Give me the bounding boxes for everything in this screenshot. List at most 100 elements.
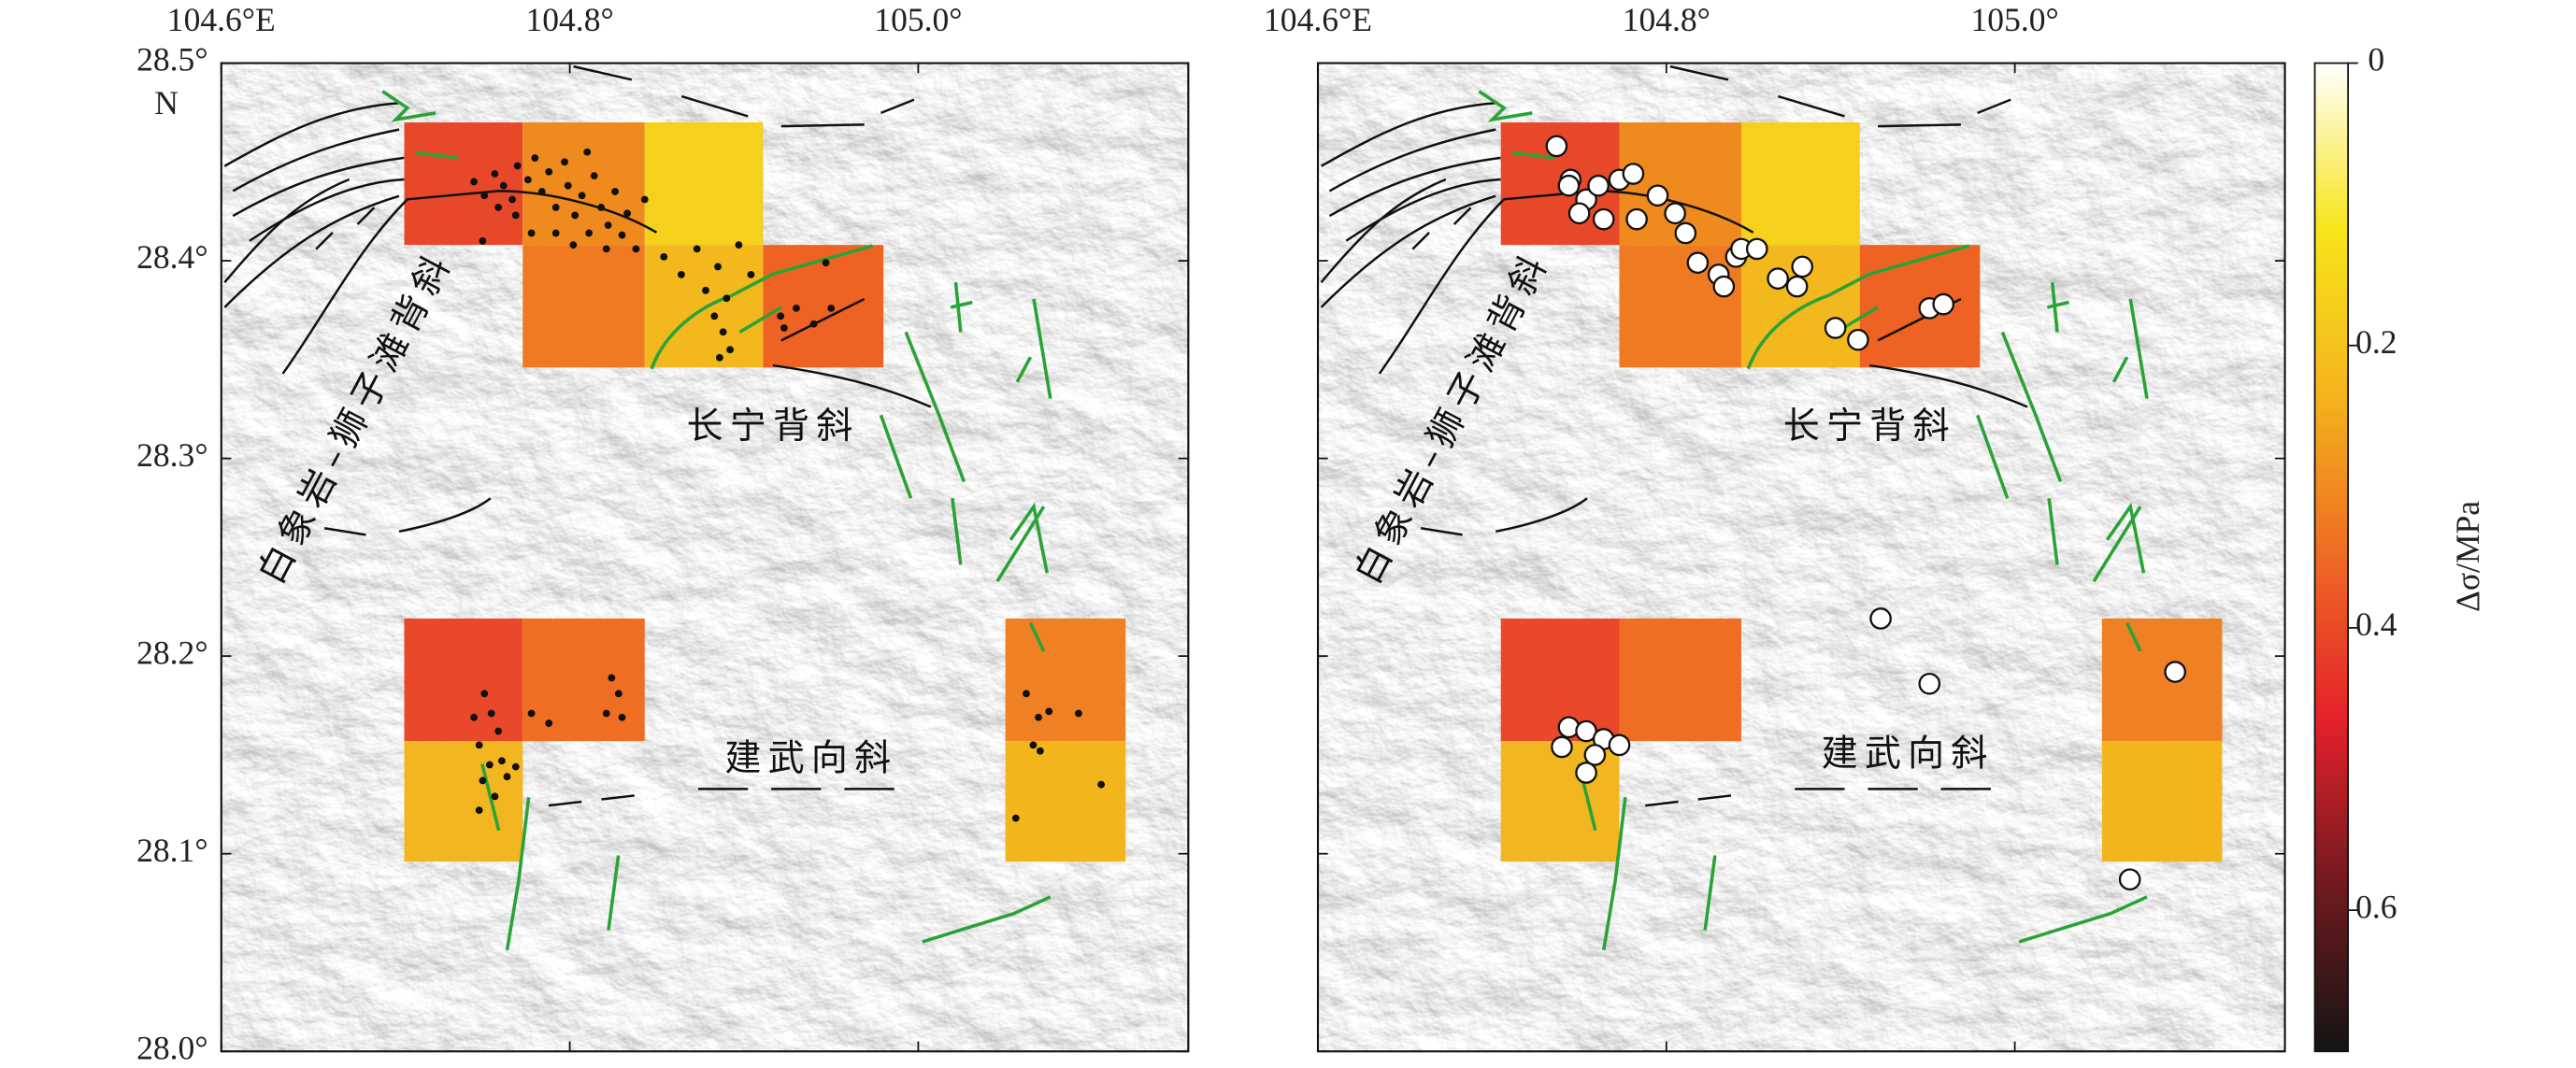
- event: [2118, 868, 2141, 891]
- events: [1545, 135, 2186, 891]
- event: [527, 709, 536, 718]
- event: [614, 690, 623, 698]
- event: [1097, 780, 1106, 789]
- event: [569, 241, 578, 249]
- map-left: [221, 63, 1189, 1052]
- event: [1767, 267, 1789, 290]
- x-tick-label: 105.0°: [874, 1, 962, 38]
- event: [578, 192, 586, 200]
- event: [1646, 184, 1669, 207]
- stress-cell: [1005, 618, 1126, 742]
- map-label: 建武向斜: [1822, 733, 1995, 775]
- y-tick-label: 28.3°: [136, 436, 208, 474]
- event: [723, 294, 731, 303]
- x-tick-label: 104.8°: [1623, 1, 1710, 38]
- event: [585, 229, 594, 237]
- event: [499, 181, 508, 190]
- y-tick-label: 28.4°: [136, 238, 208, 276]
- event: [1785, 275, 1809, 298]
- event: [1045, 707, 1053, 716]
- colorbar-tick-label: 0.2: [2355, 323, 2397, 361]
- event: [1712, 275, 1736, 298]
- events: [470, 148, 1106, 822]
- north-label: N: [154, 84, 179, 121]
- event: [475, 806, 483, 815]
- event: [511, 762, 520, 771]
- colorbar-tick-label: 0.4: [2355, 605, 2397, 643]
- map-label: 长宁背斜: [1783, 406, 1956, 448]
- event: [602, 245, 610, 253]
- event: [513, 162, 522, 170]
- event: [1847, 328, 1869, 351]
- event: [1545, 135, 1568, 158]
- map-right: [1317, 63, 2285, 1052]
- event: [508, 195, 516, 204]
- colorbar-scale: [2313, 62, 2350, 1053]
- event: [827, 304, 836, 312]
- event: [511, 211, 520, 220]
- event: [497, 757, 506, 765]
- event: [494, 727, 503, 735]
- event: [618, 231, 626, 239]
- event: [1023, 690, 1030, 698]
- event: [1592, 207, 1615, 231]
- event: [1674, 221, 1697, 245]
- event: [608, 674, 616, 682]
- y-tick-label: 28.5°: [136, 41, 208, 78]
- event: [561, 158, 568, 166]
- event: [693, 245, 701, 253]
- frame: [220, 62, 1190, 1053]
- event: [660, 252, 668, 261]
- event: [822, 259, 830, 267]
- event: [523, 176, 532, 184]
- event: [719, 328, 727, 336]
- event: [623, 209, 632, 218]
- event: [714, 263, 722, 271]
- event: [480, 192, 489, 200]
- cells: [404, 122, 1126, 862]
- event: [726, 346, 735, 354]
- event: [1745, 237, 1768, 261]
- event: [2164, 661, 2186, 683]
- x-tick-label: 105.0°: [1971, 1, 2059, 38]
- event: [1791, 255, 1814, 278]
- event: [1608, 733, 1631, 757]
- event: [702, 286, 709, 294]
- event: [597, 204, 606, 211]
- event: [1686, 251, 1710, 275]
- event: [1869, 607, 1892, 630]
- colorbar-label: Δσ/MPa: [2449, 501, 2486, 612]
- stress-cell: [1740, 122, 1860, 246]
- stress-cell: [2101, 741, 2223, 862]
- event: [780, 324, 788, 332]
- event: [571, 211, 580, 220]
- stress-cell: [522, 618, 645, 742]
- y-tick-label: 28.2°: [136, 634, 208, 671]
- event: [494, 204, 503, 211]
- event: [479, 237, 487, 245]
- stress-cell: [1005, 741, 1126, 862]
- event: [527, 229, 536, 237]
- event: [1567, 202, 1591, 225]
- event: [491, 792, 499, 801]
- event: [545, 167, 553, 176]
- x-tick-label: 104.6°E: [1264, 1, 1372, 38]
- event: [1932, 292, 1955, 316]
- event: [1587, 174, 1610, 197]
- stress-cell: [763, 245, 884, 368]
- stress-cell: [2101, 618, 2223, 742]
- event: [564, 181, 572, 190]
- event: [475, 741, 483, 749]
- colorbar: Δσ/MPa 0 0.2 0.4 0.6: [2313, 41, 2486, 1053]
- event: [1824, 317, 1847, 339]
- event: [1551, 735, 1573, 759]
- event: [479, 776, 487, 785]
- x-tick-label: 104.8°: [525, 1, 613, 38]
- event: [618, 713, 626, 721]
- event: [1664, 202, 1686, 225]
- event: [583, 148, 592, 156]
- stress-cell: [522, 122, 645, 246]
- event: [677, 270, 685, 278]
- event: [470, 178, 478, 186]
